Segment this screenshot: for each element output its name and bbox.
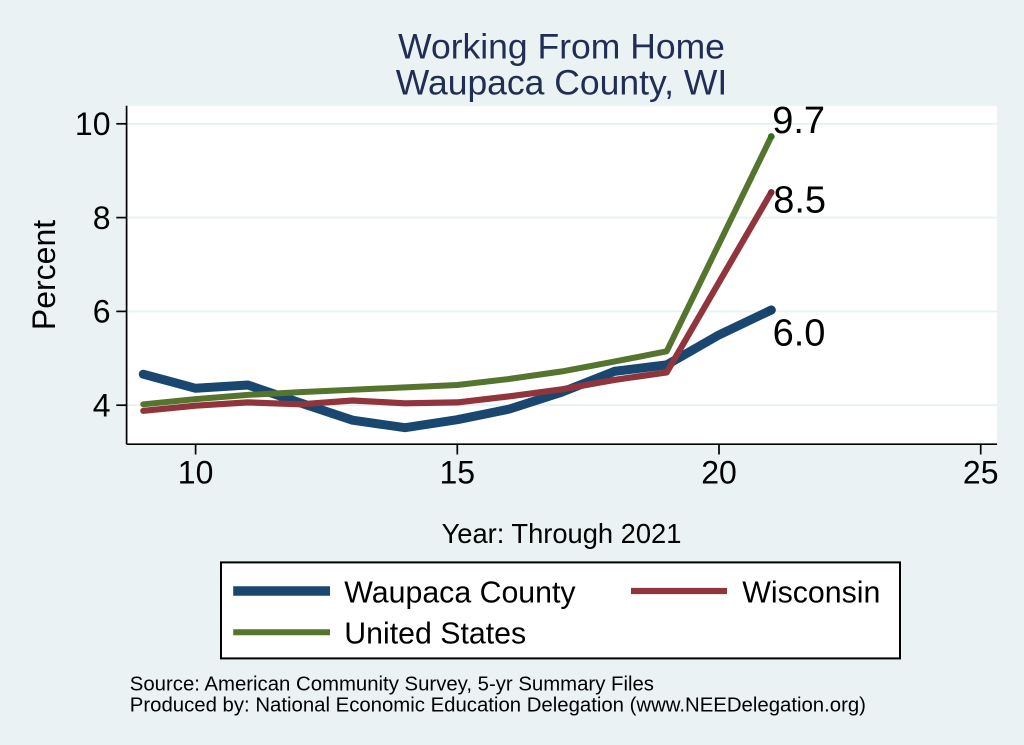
svg-text:Waupaca County, WI: Waupaca County, WI — [396, 63, 727, 103]
svg-text:9.7: 9.7 — [772, 100, 825, 142]
svg-text:Working From Home: Working From Home — [398, 27, 725, 67]
svg-text:United States: United States — [344, 617, 526, 650]
svg-text:8: 8 — [93, 200, 111, 236]
svg-text:10: 10 — [75, 106, 111, 142]
svg-text:Waupaca County: Waupaca County — [344, 576, 576, 609]
svg-text:Source: American Community Sur: Source: American Community Survey, 5-yr … — [130, 674, 654, 696]
svg-text:15: 15 — [440, 454, 476, 490]
svg-text:6: 6 — [93, 294, 111, 330]
svg-text:25: 25 — [963, 454, 999, 490]
svg-text:4: 4 — [93, 387, 111, 423]
svg-text:Produced by: National Economic: Produced by: National Economic Education… — [130, 695, 866, 717]
svg-text:6.0: 6.0 — [773, 312, 826, 354]
svg-text:Percent: Percent — [26, 220, 62, 330]
svg-text:Year: Through 2021: Year: Through 2021 — [442, 518, 682, 549]
svg-text:Wisconsin: Wisconsin — [742, 576, 880, 609]
svg-text:8.5: 8.5 — [773, 180, 826, 222]
svg-text:10: 10 — [178, 454, 214, 490]
svg-text:20: 20 — [701, 454, 737, 490]
